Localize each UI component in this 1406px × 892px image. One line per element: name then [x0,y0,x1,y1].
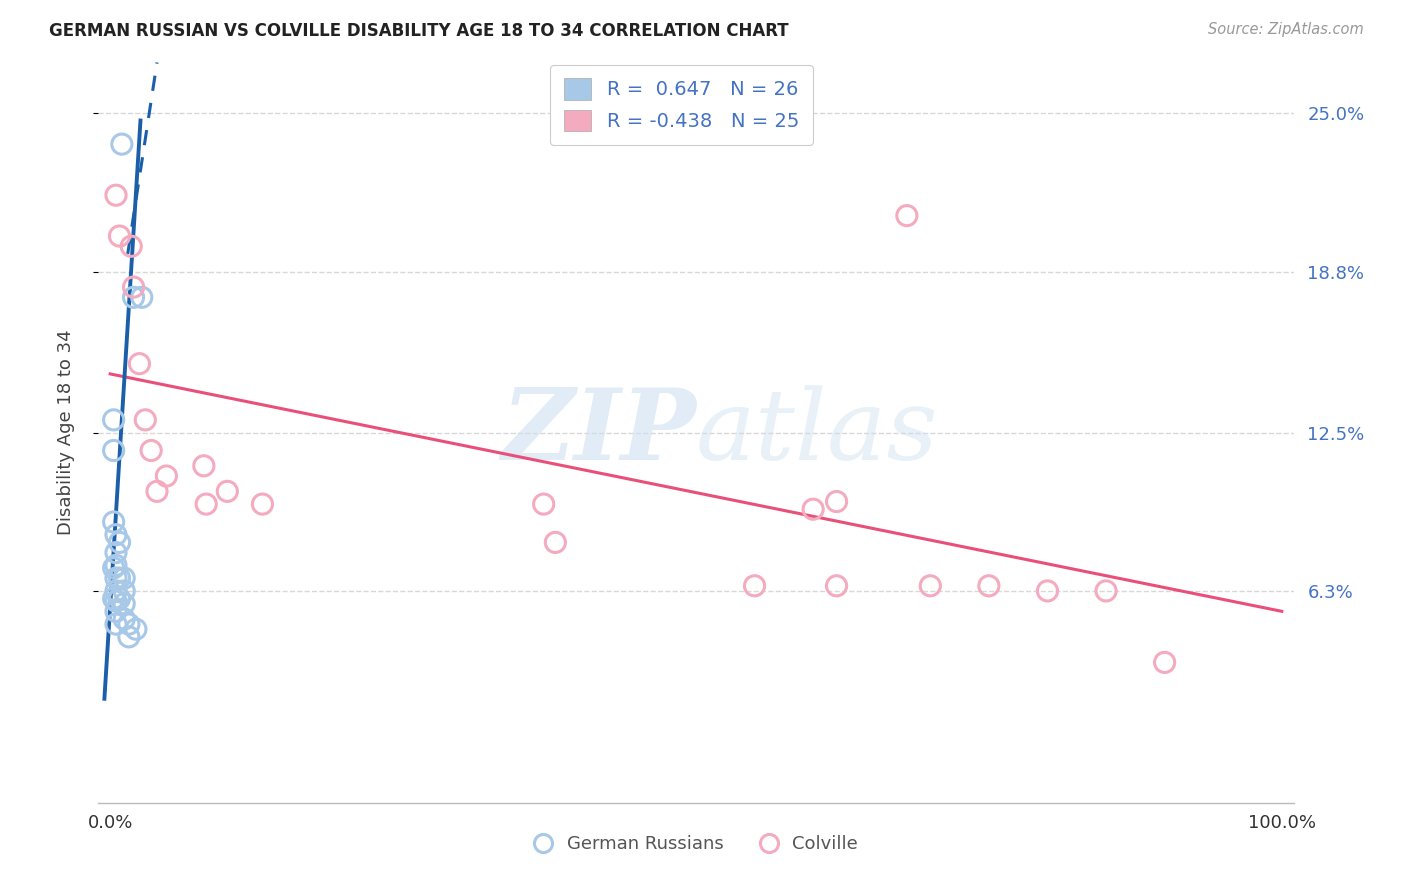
Point [108,535,131,549]
Legend: German Russians, Colville: German Russians, Colville [527,828,865,861]
Point [120,239,142,253]
Point [252,497,274,511]
Point [105,617,128,632]
Point [105,188,128,202]
Text: GERMAN RUSSIAN VS COLVILLE DISABILITY AGE 18 TO 34 CORRELATION CHART: GERMAN RUSSIAN VS COLVILLE DISABILITY AG… [49,22,789,40]
Point [112,612,135,626]
Point [105,546,128,560]
Point [112,571,135,585]
Point [217,484,239,499]
Point [146,484,169,499]
Point [195,497,218,511]
Point [105,594,128,608]
Point [155,469,177,483]
Point [1095,583,1118,598]
Point [141,443,163,458]
Point [103,591,125,606]
Point [122,290,145,304]
Point [131,290,153,304]
Text: ZIP: ZIP [501,384,696,481]
Point [108,229,131,244]
Point [103,413,125,427]
Point [134,413,156,427]
Point [896,209,918,223]
Point [544,535,567,549]
Point [533,497,555,511]
Point [118,630,141,644]
Point [1036,583,1059,598]
Point [128,357,150,371]
Point [122,280,145,294]
Point [744,579,766,593]
Text: atlas: atlas [696,385,939,480]
Point [105,527,128,541]
Point [103,561,125,575]
Point [193,458,215,473]
Point [118,617,141,632]
Point [920,579,942,593]
Point [108,591,131,606]
Point [825,579,848,593]
Point [108,571,131,585]
Point [105,604,128,618]
Point [112,583,135,598]
Point [801,502,824,516]
Text: Source: ZipAtlas.com: Source: ZipAtlas.com [1208,22,1364,37]
Point [105,583,128,598]
Point [112,597,135,611]
Point [105,558,128,573]
Point [111,137,134,152]
Point [1153,656,1175,670]
Point [103,443,125,458]
Point [125,622,148,636]
Point [825,494,848,508]
Point [103,515,125,529]
Y-axis label: Disability Age 18 to 34: Disability Age 18 to 34 [56,330,75,535]
Point [977,579,1000,593]
Point [105,571,128,585]
